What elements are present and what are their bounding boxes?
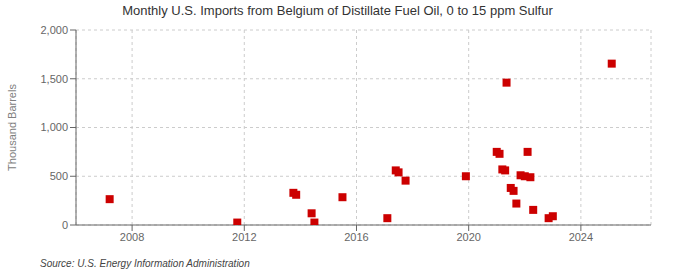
svg-text:500: 500 — [50, 170, 68, 182]
svg-text:2008: 2008 — [120, 231, 144, 243]
svg-text:1,500: 1,500 — [40, 73, 68, 85]
html-text:Monthly U.S. Imports from Belg: Monthly U.S. Imports from Belgium of Dis… — [122, 3, 553, 18]
svg-text:Thousand Barrels: Thousand Barrels — [8, 84, 18, 171]
svg-text:2024: 2024 — [569, 231, 593, 243]
html-text:Source: U.S. Energy Informatio: Source: U.S. Energy Information Administ… — [40, 258, 250, 269]
svg-text:2,000: 2,000 — [40, 24, 68, 36]
svg-text:2020: 2020 — [456, 231, 480, 243]
svg-text:2012: 2012 — [232, 231, 256, 243]
svg-text:2016: 2016 — [344, 231, 368, 243]
svg-text:1,000: 1,000 — [40, 121, 68, 133]
svg-text:0: 0 — [62, 219, 68, 231]
